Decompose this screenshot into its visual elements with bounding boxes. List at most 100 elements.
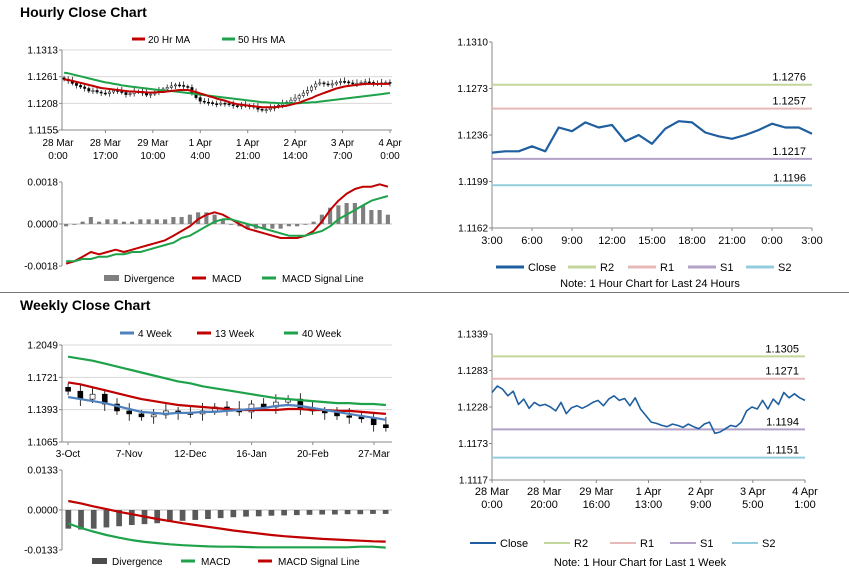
divergence-bar: [344, 203, 349, 224]
close-x-tick-date: 4 Apr: [792, 486, 818, 498]
divergence-bar: [88, 217, 93, 224]
close-y-tick: 1.1339: [457, 330, 488, 341]
candle-body: [383, 424, 389, 429]
divergence-bar: [295, 224, 300, 227]
close-x-tick: 9:00: [561, 235, 582, 247]
legend-close: Close: [528, 262, 556, 274]
candle-body: [124, 92, 128, 95]
divergence-bar: [163, 219, 168, 224]
divergence-bar: [237, 224, 242, 227]
candle-body: [310, 86, 314, 91]
candle-body: [293, 97, 297, 101]
w1-x-tick: 7-Nov: [116, 449, 143, 460]
divergence-bar: [205, 510, 211, 520]
close-x-tick: 12:00: [598, 235, 626, 247]
macd-line: [65, 183, 389, 265]
divergence-bar: [328, 207, 333, 224]
signal-line: [66, 195, 389, 263]
legend-40week: 40 Week: [302, 329, 342, 340]
close-x-tick-time: 13:00: [635, 499, 663, 511]
divergence-bar: [229, 224, 234, 225]
close-x-tick-time: 20:00: [530, 499, 558, 511]
candle-body: [260, 108, 264, 111]
w3-legend: Close R2 R1 S1 S2 Note: 1 Hour Chart for…: [470, 538, 775, 569]
divergence-bar: [121, 221, 126, 224]
divergence-bar: [361, 205, 366, 224]
signal-line: [68, 499, 386, 543]
close-y-tick: 1.1117: [459, 476, 489, 487]
legend-w-divergence-swatch: [92, 558, 107, 564]
close-x-tick-time: 0:00: [481, 499, 502, 511]
level-label-s2: 1.1196: [773, 172, 806, 184]
candle-body: [347, 81, 351, 84]
level-label-r1: 1.1271: [765, 366, 799, 378]
level-label-r2: 1.1305: [765, 343, 799, 355]
legend-w-r1: R1: [640, 538, 654, 550]
divergence-bar: [116, 510, 122, 527]
divergence-bar: [113, 219, 118, 224]
legend-w-close: Close: [500, 538, 528, 550]
w1-y-tick: 1.2049: [27, 341, 58, 352]
level-label-s2: 1.1151: [766, 445, 799, 457]
divergence-bar: [154, 510, 161, 524]
divergence-bar: [293, 510, 300, 516]
legend-w-s2: S2: [762, 538, 775, 550]
candle-body: [326, 83, 330, 86]
candle-body: [215, 103, 219, 105]
divergence-bar: [187, 214, 192, 224]
h2-y-tick: 0.0018: [27, 178, 58, 189]
divergence-bar: [130, 221, 135, 224]
candle-body: [343, 81, 347, 83]
candle-body: [338, 81, 342, 83]
h2-y-tick: 0.0000: [27, 220, 58, 231]
candle-body: [173, 84, 177, 87]
candle-body: [186, 86, 190, 88]
candle-body: [99, 91, 103, 94]
legend-w-divergence: Divergence: [112, 557, 163, 568]
weekly-close-note: Note: 1 Hour Chart for Last 1 Week: [554, 557, 727, 569]
hourly-close-24h-chart: 1.1276 1.1257 1.1217 1.1196 1.1310 1.1273 1.1…: [457, 38, 822, 291]
close-x-tick: 15:00: [638, 235, 666, 247]
divergence-bar: [357, 510, 364, 515]
candle-body: [334, 412, 340, 417]
h3-legend: Close R2 R1 S1 S2 Note: 1 Hour Chart for…: [496, 262, 791, 290]
divergence-bar: [154, 219, 159, 224]
w1-legend: 4 Week 13 Week 40 Week: [120, 329, 342, 340]
h1-x-tick-time: 10:00: [140, 151, 165, 162]
candle-body: [206, 101, 210, 104]
divergence-bar: [336, 205, 341, 224]
divergence-bar: [179, 510, 186, 521]
candle-body: [89, 393, 96, 400]
divergence-bar: [171, 217, 176, 224]
candle-body: [149, 93, 153, 96]
h1-y-tick: 1.1155: [28, 126, 58, 137]
h1-x-tick-time: 0:00: [48, 151, 68, 162]
level-label-r2: 1.1276: [772, 72, 806, 84]
h1-x-tick-date: 1 Apr: [189, 138, 213, 149]
divergence-bar: [64, 224, 69, 227]
h1-y-tick: 1.1261: [27, 72, 58, 83]
close-y-tick: 1.1199: [458, 177, 488, 188]
divergence-bar: [303, 224, 308, 225]
candle-body: [198, 97, 202, 102]
w2-y-tick: 0.0133: [27, 466, 58, 477]
close-line: [491, 120, 813, 154]
close-x-tick-date: 3 Apr: [740, 486, 766, 498]
divergence-bar: [270, 224, 275, 229]
ma50-line: [63, 71, 391, 105]
h1-x-tick-date: 28 Mar: [42, 138, 74, 149]
candle-body: [334, 82, 338, 85]
h1-x-tick-time: 0:00: [380, 151, 400, 162]
h1-x-tick-date: 2 Apr: [283, 138, 307, 149]
candle-body: [227, 103, 231, 105]
w2-legend: Divergence MACD MACD Signal Line: [92, 557, 360, 568]
h2-legend: Divergence MACD MACD Signal Line: [104, 274, 364, 285]
divergence-bar: [352, 203, 357, 224]
legend-divergence-swatch: [104, 275, 119, 281]
candle-body: [65, 386, 71, 392]
divergence-bar: [268, 510, 275, 516]
candle-body: [178, 84, 182, 87]
candle-body: [223, 102, 227, 105]
hourly-section-title: Hourly Close Chart: [20, 4, 147, 20]
w2-y-tick: -0.0133: [24, 546, 58, 557]
